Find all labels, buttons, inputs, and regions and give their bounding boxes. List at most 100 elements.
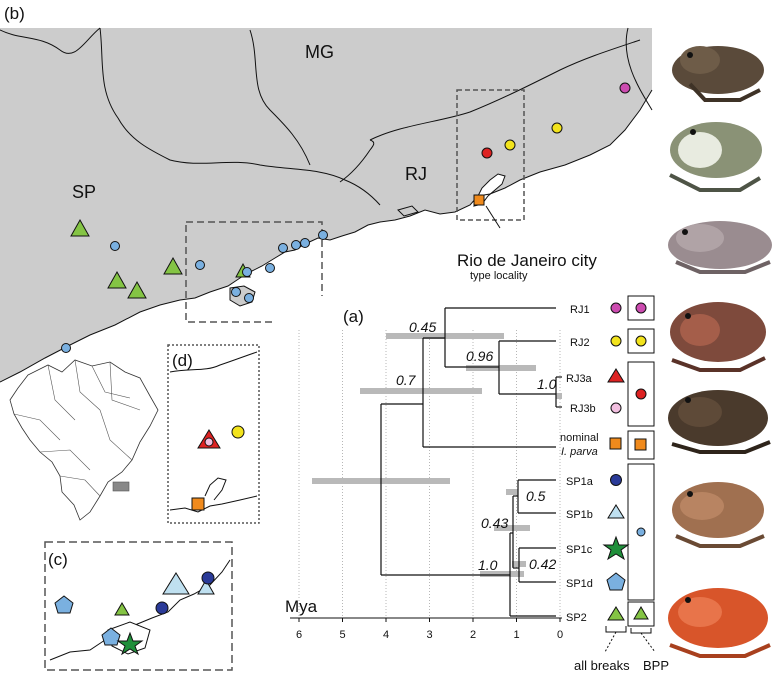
frog-photo-rj1 <box>672 46 764 102</box>
hpd-sp1 <box>494 525 530 531</box>
panel-label-c: (c) <box>48 550 68 569</box>
marker-sp2-4 <box>163 256 183 275</box>
frog-photo-nominal <box>668 390 771 454</box>
tip-rj1: RJ1 <box>570 304 590 316</box>
marker-sp1-11 <box>244 293 254 303</box>
tip-i-parva: I. parva <box>561 446 598 458</box>
marker-sp1-8 <box>265 263 275 273</box>
tip-rj3b: RJ3b <box>570 403 596 415</box>
marker-rj1 <box>619 82 631 94</box>
axis-tick-label-3: 3 <box>426 629 432 641</box>
brazil-study-area <box>112 481 130 492</box>
tip-symbol-rj2 <box>610 335 622 347</box>
support-value-7: 1.0 <box>478 557 498 573</box>
state-border-west <box>0 27 101 54</box>
bpp-symbol-rj2 <box>635 335 647 347</box>
tip-symbol-sp1c <box>602 535 630 561</box>
tree-background <box>276 296 576 626</box>
hpd-sp <box>480 571 524 577</box>
all-breaks-leader <box>604 631 617 653</box>
tip-sp1d: SP1d <box>566 578 593 590</box>
axis-tick-label-5: 5 <box>339 629 345 641</box>
state-border-mg-rj <box>369 39 641 141</box>
support-value-4: 0.5 <box>526 488 546 504</box>
brazil-inset <box>9 359 159 521</box>
axis-tick-label-2: 2 <box>470 629 476 641</box>
tip-sp1a: SP1a <box>566 476 594 488</box>
bpp-symbol-nominal <box>634 438 647 451</box>
marker-rj2-a <box>551 122 563 134</box>
frog-photos <box>668 46 772 658</box>
state-border-sp-inner <box>249 29 311 166</box>
tree-panel: (a) 0.450.961.00.70.50.430.421.0 RJ1RJ2R… <box>276 295 669 673</box>
frog-photo-sp1 <box>672 482 765 548</box>
support-value-1: 0.96 <box>466 348 493 364</box>
support-value-2: 1.0 <box>537 376 557 392</box>
inset-c-navy-2 <box>201 571 215 585</box>
bpp-column: BPP <box>627 295 669 673</box>
city-leader-line <box>485 205 501 229</box>
marker-rj2-b <box>504 139 516 151</box>
tree-tip-labels: RJ1 RJ2 RJ3a RJ3b nominal I. parva SP1a SP1b SP1… <box>560 304 599 624</box>
city-note: type locality <box>470 270 528 282</box>
tip-symbol-rj1 <box>610 302 622 314</box>
panel-label-b: (b) <box>4 4 25 23</box>
marker-sp1-4 <box>278 243 288 253</box>
bpp-box-sp1 <box>627 463 655 601</box>
bpp-box-rj1 <box>627 295 655 321</box>
marker-sp2-3 <box>127 280 147 299</box>
state-border-east <box>625 27 653 111</box>
tip-symbol-sp1d <box>606 572 626 591</box>
tip-symbol-rj3b <box>610 402 622 414</box>
bpp-box-sp2 <box>627 601 655 627</box>
hpd-rj2-rj3 <box>466 365 536 371</box>
hpd-rj3 <box>556 393 562 399</box>
tree-axis-label: Mya <box>285 597 318 616</box>
inset-d-bay <box>204 477 227 501</box>
marker-sp2-2 <box>107 270 127 289</box>
state-label-sp: SP <box>72 182 96 202</box>
frog-photo-rj3a <box>668 221 772 274</box>
frog-photo-sp2 <box>668 588 771 658</box>
tree-support-values: 0.45 0.96 1.0 0.7 0.5 0.43 0.42 1.0 <box>396 319 557 573</box>
bpp-symbol-sp2 <box>633 606 649 620</box>
tree-time-axis: 6 5 4 3 2 1 0 <box>290 617 563 641</box>
tree-grid <box>298 330 561 618</box>
inset-d-border <box>169 351 258 373</box>
main-map: MG RJ SP (b) Rio de Janeiro city type lo… <box>0 4 653 383</box>
tip-symbol-sp2 <box>607 606 625 621</box>
frog-photo-rj2 <box>669 122 762 192</box>
bpp-label: BPP <box>643 658 669 673</box>
inset-d-pink-circle <box>204 437 214 447</box>
tip-rj2: RJ2 <box>570 337 590 349</box>
support-value-0: 0.45 <box>409 319 436 335</box>
tip-symbol-sp1b <box>607 504 625 519</box>
inset-d-frame <box>167 344 260 524</box>
all-breaks-bracket <box>605 626 627 633</box>
marker-sp1-10 <box>231 287 241 297</box>
inset-c-pentagon-2 <box>101 627 121 646</box>
marker-sp1-9 <box>242 267 252 277</box>
marker-sp1-1 <box>110 241 120 251</box>
state-border-sp-mg <box>99 27 381 206</box>
inset-box-sp <box>185 221 323 323</box>
inset-c-star <box>116 631 144 656</box>
hpd-rj-clade <box>360 388 482 394</box>
axis-tick-label-0: 0 <box>557 629 563 641</box>
tree-branches <box>380 307 562 617</box>
inset-d-coast <box>169 495 258 513</box>
inset-c-pentagon-1 <box>54 595 74 614</box>
inset-c-coast <box>49 559 231 661</box>
state-border-rj-sp <box>339 139 375 183</box>
support-value-5: 0.43 <box>481 515 508 531</box>
tip-symbol-sp1a <box>610 474 622 486</box>
axis-tick-label-6: 6 <box>296 629 302 641</box>
inset-c: (c) <box>44 541 233 671</box>
tip-symbol-rj3a <box>607 368 625 383</box>
tip-sp2: SP2 <box>566 612 587 624</box>
marker-sp1-2 <box>195 260 205 270</box>
all-breaks-label: all breaks <box>574 658 630 673</box>
bpp-symbol-rj1 <box>635 302 647 314</box>
tip-nominal: nominal <box>560 432 599 444</box>
